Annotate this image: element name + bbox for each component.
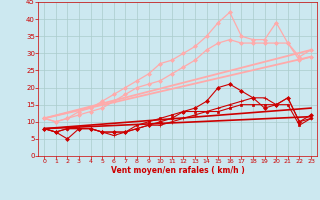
X-axis label: Vent moyen/en rafales ( km/h ): Vent moyen/en rafales ( km/h ) [111,166,244,175]
